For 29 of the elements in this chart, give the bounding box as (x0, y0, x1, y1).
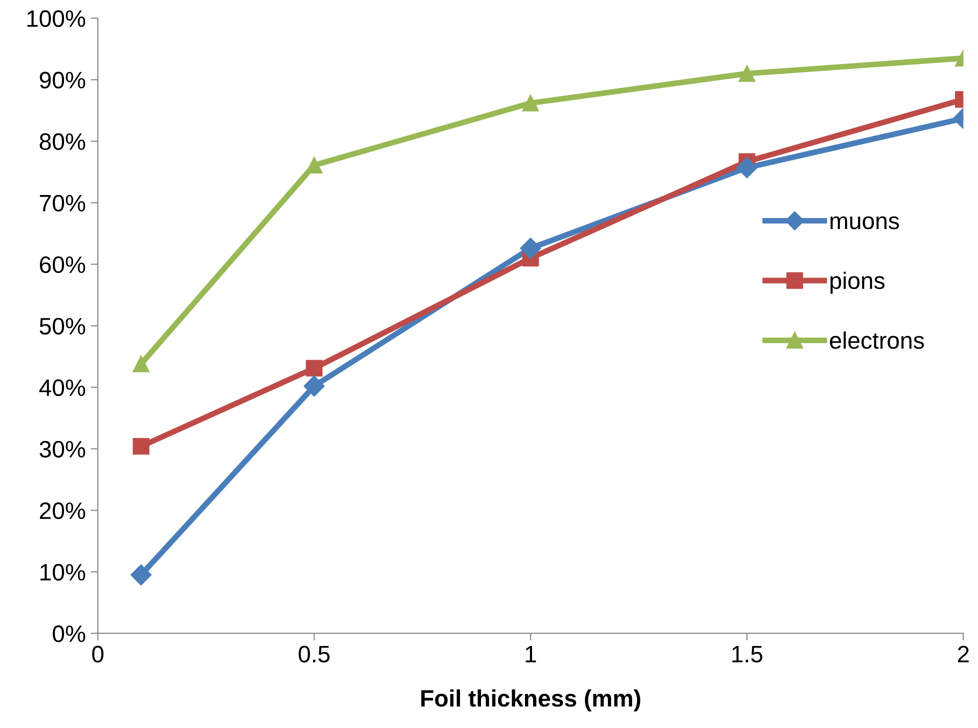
point (306, 360, 323, 377)
y-tick-label: 70% (40, 194, 86, 212)
y-tick-label: 100% (27, 10, 86, 27)
x-axis-title: Foil thickness (mm) (421, 689, 640, 712)
point (520, 238, 542, 259)
y-tick-label: 50% (40, 318, 86, 335)
y-tick-label: 10% (40, 564, 86, 581)
point (130, 564, 152, 586)
point (736, 157, 758, 178)
point (304, 376, 325, 397)
y-tick-label: 90% (40, 72, 86, 89)
point (132, 356, 150, 372)
y-tick-label: 80% (40, 133, 86, 150)
legend-label: electrons (830, 332, 924, 349)
point (738, 65, 756, 82)
x-tick-label: 0.5 (298, 646, 330, 663)
y-tick-label: 40% (39, 379, 86, 396)
point (132, 438, 150, 455)
y-tick-label: 60% (40, 256, 86, 274)
legend-label: muons (830, 216, 899, 230)
legend-label: pions (830, 272, 885, 294)
x-tick-label: 2 (958, 646, 969, 662)
y-tick-label: 30% (40, 440, 86, 458)
x-tick-label: 1 (526, 646, 536, 662)
y-tick-label: 0% (52, 625, 86, 642)
x-tick-label: 1.5 (732, 646, 762, 663)
y-tick-label: 20% (40, 502, 86, 520)
point (522, 94, 539, 112)
x-tick-label: 0 (92, 646, 104, 663)
